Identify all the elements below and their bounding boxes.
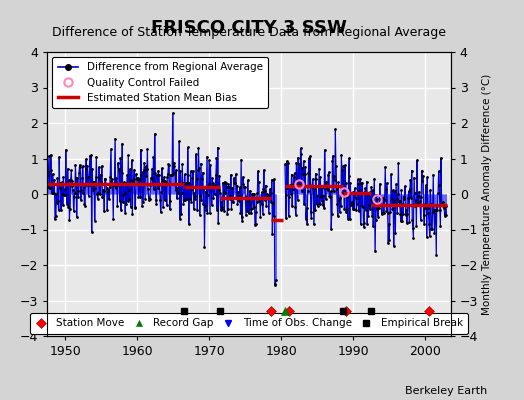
Text: Berkeley Earth: Berkeley Earth [405, 386, 487, 396]
Y-axis label: Monthly Temperature Anomaly Difference (°C): Monthly Temperature Anomaly Difference (… [482, 73, 492, 315]
Legend: Station Move, Record Gap, Time of Obs. Change, Empirical Break: Station Move, Record Gap, Time of Obs. C… [30, 313, 468, 334]
Title: FRISCO CITY 3 SSW: FRISCO CITY 3 SSW [151, 18, 347, 36]
Text: Difference of Station Temperature Data from Regional Average: Difference of Station Temperature Data f… [52, 26, 446, 39]
